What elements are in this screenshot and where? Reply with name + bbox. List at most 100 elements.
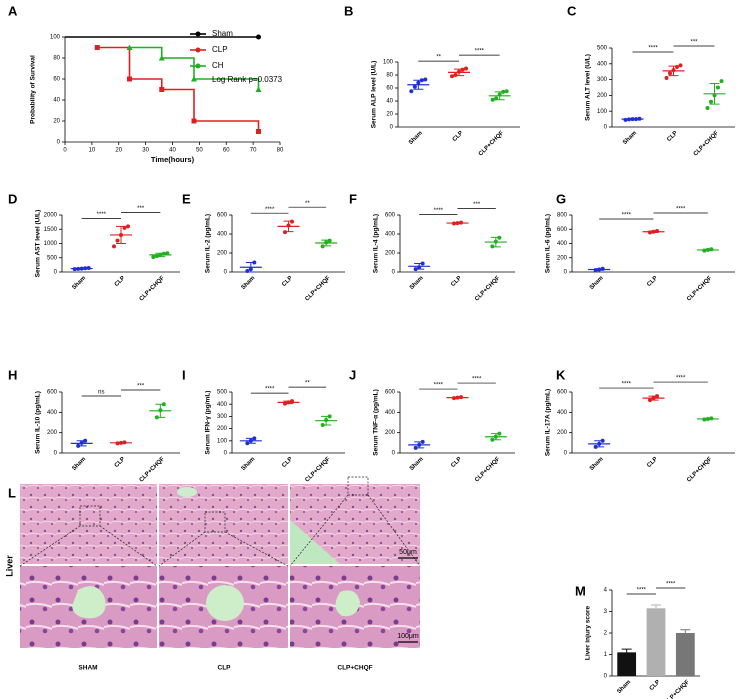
x-tick-label: CLP [114, 456, 127, 469]
x-tick-label: 20 [115, 148, 122, 154]
significance-label: ** [305, 381, 310, 387]
y-tick-label: 0 [224, 451, 228, 457]
data-point [409, 89, 414, 94]
y-axis-label: Serum ALP level (U/L) [371, 61, 378, 129]
vessel [72, 586, 106, 619]
y-tick-label: 4 [604, 588, 608, 594]
zoom-guides [19, 476, 421, 567]
data-point [464, 66, 468, 71]
y-tick-label: 600 [47, 390, 58, 396]
scale-label: 100μm [397, 633, 419, 640]
x-tick-label: 80 [277, 148, 284, 154]
data-point [705, 106, 710, 111]
y-tick-label: 2000 [44, 213, 58, 219]
error-bar [155, 403, 166, 418]
error-bar [680, 629, 691, 633]
x-tick-label: 70 [250, 148, 257, 154]
y-tick-label: 100 [383, 60, 394, 66]
x-tick-label: Sham [408, 130, 424, 146]
y-tick-label: 60 [53, 77, 60, 83]
data-point [716, 85, 720, 90]
y-tick-label: 80 [386, 73, 393, 79]
y-tick-label: 400 [385, 232, 396, 238]
y-tick-label: 0 [392, 451, 396, 457]
y-tick-label: 1000 [44, 241, 58, 247]
y-tick-label: 500 [47, 255, 58, 261]
error-bar [321, 239, 332, 247]
panel-letter: A [8, 3, 18, 18]
y-tick-label: 1500 [44, 227, 58, 233]
data-point [412, 84, 417, 89]
legend-marker [195, 47, 201, 53]
x-tick-label: Sham [589, 456, 605, 472]
y-tick-label: 600 [557, 227, 568, 233]
y-axis-label: Serum AST level (U/L) [35, 210, 42, 278]
error-bar [116, 441, 126, 444]
significance-label: **** [97, 212, 107, 218]
column-label: CLP+CHQF [337, 665, 372, 672]
error-bar [594, 268, 605, 271]
y-tick-label: 600 [557, 390, 568, 396]
error-bar [648, 395, 659, 401]
data-point [423, 77, 428, 82]
error-bar [490, 236, 501, 248]
y-tick-label: 500 [597, 46, 608, 52]
x-tick-label: CLP+CHQF [139, 275, 166, 302]
y-tick-label: 400 [597, 61, 608, 67]
panel-letter: M [575, 583, 586, 598]
panel-letter: E [182, 191, 191, 206]
x-tick-label: CLP+CHQF [478, 130, 505, 157]
x-tick-label: Sham [622, 130, 638, 146]
error-bar [452, 222, 463, 225]
y-tick-label: 0 [604, 125, 608, 131]
y-tick-label: 20 [53, 119, 60, 125]
survival-line [97, 46, 260, 132]
y-tick-label: 200 [557, 430, 568, 436]
x-tick-label: CLP+CHQF [474, 456, 501, 483]
panel-letter: F [349, 191, 357, 206]
y-tick-label: 200 [385, 430, 396, 436]
error-bar [321, 415, 332, 426]
y-axis-label: Serum TNF-α (pg/mL) [373, 389, 380, 455]
y-tick-label: 200 [217, 426, 228, 432]
data-point [709, 99, 713, 104]
legend-label: Sham [212, 29, 233, 38]
y-tick-label: 400 [217, 232, 228, 238]
y-tick-label: 0 [604, 674, 608, 680]
panel-letter: C [567, 3, 577, 18]
y-tick-label: 20 [386, 112, 393, 118]
legend-label: CH [212, 61, 224, 70]
legend-marker [195, 31, 201, 37]
y-axis-label: Serum IL-2 (pg/mL) [205, 214, 212, 273]
histology-images: 50μm 100μm L Liver SHAM CLP CLP+CHQF [4, 476, 421, 672]
survival-marker [191, 118, 197, 124]
x-tick-label: Sham [589, 275, 605, 291]
error-bar [627, 118, 638, 121]
y-tick-label: 0 [392, 270, 396, 276]
survival-marker [158, 55, 165, 61]
error-bar [155, 252, 166, 258]
survival-marker [126, 44, 133, 50]
lumen [290, 520, 340, 564]
x-tick-label: CLP [649, 679, 662, 692]
y-tick-label: 0 [564, 270, 568, 276]
data-point [675, 64, 679, 69]
y-tick-label: 100 [217, 438, 228, 444]
y-tick-label: 40 [386, 99, 393, 105]
y-tick-label: 0 [564, 451, 568, 457]
y-tick-label: 400 [47, 410, 58, 416]
significance-label: **** [434, 383, 444, 389]
data-point [678, 63, 683, 68]
x-tick-label: 60 [223, 148, 230, 154]
image-sham-low [20, 484, 157, 564]
y-tick-label: 200 [217, 251, 228, 257]
data-point [115, 238, 120, 243]
data-point [668, 71, 672, 76]
y-tick-label: 400 [217, 402, 228, 408]
y-axis-label: Serum ALT level (U/L) [585, 54, 592, 121]
x-tick-label: CLP [452, 130, 465, 143]
survival-line [129, 46, 260, 90]
y-tick-label: 0 [57, 140, 61, 146]
error-bar [116, 225, 126, 244]
y-tick-label: 200 [47, 430, 58, 436]
